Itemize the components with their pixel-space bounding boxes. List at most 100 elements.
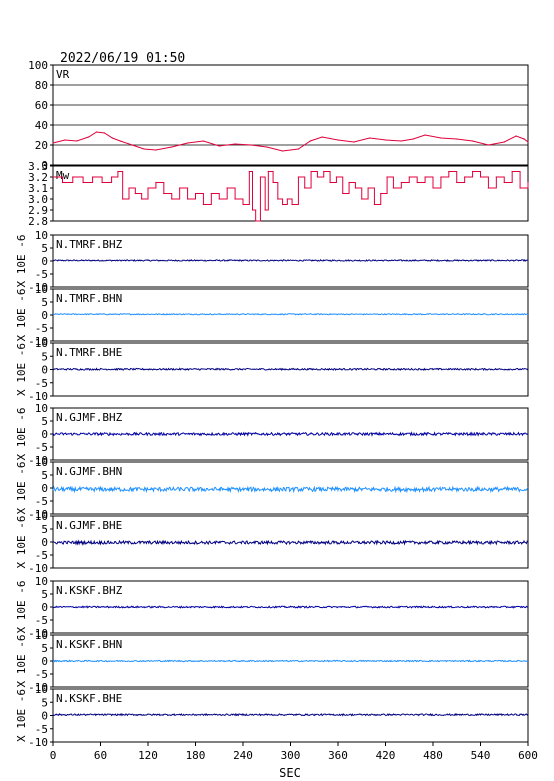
data-point (440, 176, 442, 178)
x-tick-label: 420 (376, 749, 396, 762)
data-point (242, 203, 244, 206)
x-tick-label: 540 (471, 749, 491, 762)
y-tick-label: -5 (35, 322, 48, 335)
data-point (342, 192, 344, 195)
data-point (503, 141, 505, 143)
data-point (141, 198, 143, 200)
data-point (495, 176, 497, 178)
data-point (210, 192, 212, 195)
panel-label: N.KSKF.BHZ (56, 584, 123, 597)
data-point (424, 134, 426, 136)
data-point (76, 140, 78, 142)
y-tick-label: 5 (41, 469, 48, 482)
data-point (335, 176, 338, 178)
y-tick-label: 10 (35, 683, 48, 696)
panel-vr: 0 20 40 60 80 100 VR (28, 59, 529, 172)
data-point (464, 176, 466, 178)
data-point (88, 136, 90, 138)
panel-label: N.KSKF.BHE (56, 692, 122, 705)
y-tick-label: 5 (41, 350, 48, 363)
data-point (272, 181, 274, 184)
data-point (267, 170, 269, 173)
y-tick-label: 0 (41, 364, 48, 377)
data-point (291, 203, 293, 206)
y-tick-label: -10 (28, 335, 48, 348)
data-point (523, 138, 525, 140)
data-point (143, 148, 145, 150)
y-axis-label: X 10E -6 (15, 408, 28, 461)
y-tick-label: 10 (35, 229, 48, 242)
data-point (369, 137, 371, 139)
data-point (194, 192, 197, 195)
data-point (440, 137, 442, 139)
y-tick-label: 0 (41, 536, 48, 549)
y-tick-label: 100 (28, 59, 48, 72)
x-tick-label: 120 (138, 749, 158, 762)
data-point (321, 136, 323, 138)
waveform-trace (52, 539, 529, 546)
data-point (52, 176, 54, 178)
data-point (471, 170, 474, 173)
y-tick-label: 10 (35, 283, 48, 296)
x-tick-label: 600 (518, 749, 538, 762)
y-tick-label: 0 (41, 255, 48, 268)
data-point (479, 176, 482, 178)
y-tick-label: 5 (41, 588, 48, 601)
y-tick-label: 10 (35, 510, 48, 523)
y-tick-label: 5 (41, 642, 48, 655)
data-point (110, 176, 113, 178)
panel-label: N.GJMF.BHN (56, 465, 122, 478)
y-tick-label: 0 (41, 159, 48, 172)
waveform-trace (52, 659, 529, 663)
data-point (226, 187, 228, 189)
data-point (251, 209, 254, 211)
data-point (471, 140, 474, 142)
data-point (61, 181, 64, 184)
data-point (408, 176, 410, 178)
data-point (266, 146, 268, 148)
data-point (515, 135, 517, 137)
data-point (171, 146, 173, 148)
data-point (202, 203, 205, 206)
data-point (277, 198, 279, 200)
y-tick-label: 0 (41, 309, 48, 322)
y-tick-label: -5 (35, 377, 48, 390)
y-tick-label: 5 (41, 696, 48, 709)
panel-label: N.KSKF.BHN (56, 638, 122, 651)
y-tick-label: 3.0 (28, 193, 48, 206)
data-point (297, 148, 300, 150)
y-tick-label: 60 (35, 99, 48, 112)
data-point (82, 181, 84, 184)
data-point (186, 142, 189, 144)
data-point (400, 140, 402, 142)
y-tick-label: 10 (35, 337, 48, 350)
series-line (52, 131, 529, 152)
data-point (487, 144, 490, 146)
data-point (111, 137, 113, 139)
data-point (122, 198, 124, 200)
x-tick-label: 300 (281, 749, 301, 762)
data-point (310, 170, 312, 173)
data-point (218, 198, 220, 200)
y-axis-label: X 10E -6 (15, 516, 28, 569)
y-tick-label: -10 (28, 681, 48, 694)
y-tick-label: 3.3 (28, 160, 48, 173)
data-point (527, 141, 529, 143)
data-point (163, 192, 165, 195)
y-axis-label: X 10E -6 (15, 289, 28, 342)
data-point (64, 139, 66, 141)
data-point (264, 209, 266, 211)
data-point (354, 187, 357, 189)
data-point (353, 141, 355, 143)
data-point (155, 149, 157, 151)
data-point (255, 220, 257, 222)
data-point (380, 192, 382, 195)
data-point (186, 198, 189, 200)
y-tick-label: -5 (35, 441, 48, 454)
y-tick-label: -5 (35, 549, 48, 562)
